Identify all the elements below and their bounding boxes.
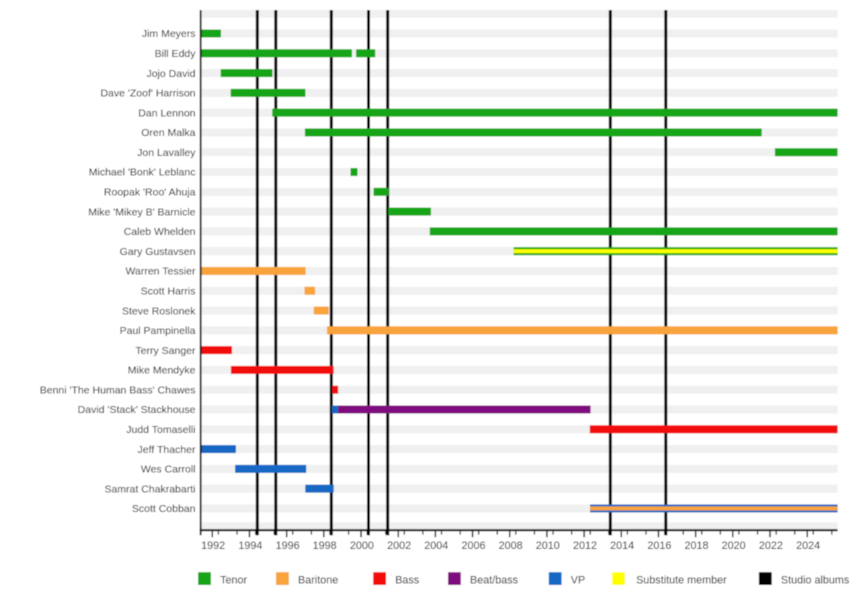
svg-text:Studio albums: Studio albums bbox=[781, 574, 850, 586]
svg-text:Scott Harris: Scott Harris bbox=[141, 285, 196, 297]
svg-text:2022: 2022 bbox=[759, 540, 783, 552]
svg-text:Paul Pampinella: Paul Pampinella bbox=[120, 325, 196, 337]
svg-text:Jeff Thacher: Jeff Thacher bbox=[138, 444, 196, 456]
svg-text:Bass: Bass bbox=[395, 574, 420, 586]
svg-text:Michael 'Bonk' Leblanc: Michael 'Bonk' Leblanc bbox=[89, 167, 196, 179]
svg-text:David 'Stack' Stackhouse: David 'Stack' Stackhouse bbox=[78, 404, 196, 416]
svg-text:Roopak 'Roo' Ahuja: Roopak 'Roo' Ahuja bbox=[104, 187, 196, 199]
svg-text:VP: VP bbox=[571, 574, 585, 586]
svg-text:Substitute member: Substitute member bbox=[636, 574, 727, 586]
svg-text:Steve Roslonek: Steve Roslonek bbox=[122, 305, 196, 317]
svg-text:2010: 2010 bbox=[536, 540, 560, 552]
svg-text:Oren Malka: Oren Malka bbox=[141, 127, 195, 139]
svg-text:Bill Eddy: Bill Eddy bbox=[155, 48, 197, 60]
svg-text:2012: 2012 bbox=[573, 540, 597, 552]
svg-text:Jojo David: Jojo David bbox=[146, 68, 195, 80]
svg-text:Baritone: Baritone bbox=[298, 574, 338, 586]
svg-text:2020: 2020 bbox=[722, 540, 746, 552]
svg-text:Dave 'Zoof' Harrison: Dave 'Zoof' Harrison bbox=[100, 88, 195, 100]
svg-text:Gary Gustavsen: Gary Gustavsen bbox=[120, 246, 196, 258]
svg-text:1992: 1992 bbox=[201, 540, 225, 552]
svg-text:2004: 2004 bbox=[424, 540, 448, 552]
svg-text:2002: 2002 bbox=[387, 540, 411, 552]
svg-text:Benni 'The Human Bass' Chawes: Benni 'The Human Bass' Chawes bbox=[40, 384, 196, 396]
svg-text:2018: 2018 bbox=[684, 540, 708, 552]
svg-text:2016: 2016 bbox=[647, 540, 671, 552]
svg-text:Tenor: Tenor bbox=[220, 574, 247, 586]
svg-text:Warren Tessier: Warren Tessier bbox=[125, 266, 196, 278]
svg-text:Scott Cobban: Scott Cobban bbox=[132, 503, 196, 515]
svg-text:1998: 1998 bbox=[313, 540, 337, 552]
svg-text:2000: 2000 bbox=[350, 540, 374, 552]
svg-text:Mike 'Mikey B' Barnicle: Mike 'Mikey B' Barnicle bbox=[88, 206, 195, 218]
svg-text:Mike Mendyke: Mike Mendyke bbox=[128, 365, 196, 377]
svg-text:Jim Meyers: Jim Meyers bbox=[142, 28, 196, 40]
svg-text:Beat/bass: Beat/bass bbox=[470, 574, 519, 586]
svg-text:2006: 2006 bbox=[461, 540, 485, 552]
svg-text:Dan Lennon: Dan Lennon bbox=[138, 107, 195, 119]
svg-text:Wes Carroll: Wes Carroll bbox=[141, 464, 196, 476]
svg-text:Judd Tomaselli: Judd Tomaselli bbox=[126, 424, 195, 436]
svg-text:Caleb Whelden: Caleb Whelden bbox=[124, 226, 196, 238]
svg-text:Terry Sanger: Terry Sanger bbox=[135, 345, 196, 357]
svg-text:2014: 2014 bbox=[610, 540, 634, 552]
svg-text:Samrat Chakrabarti: Samrat Chakrabarti bbox=[104, 483, 195, 495]
svg-text:Jon Lavalley: Jon Lavalley bbox=[137, 147, 196, 159]
svg-text:2008: 2008 bbox=[499, 540, 523, 552]
svg-text:1996: 1996 bbox=[276, 540, 300, 552]
svg-text:1994: 1994 bbox=[238, 540, 262, 552]
svg-text:2024: 2024 bbox=[796, 540, 820, 552]
